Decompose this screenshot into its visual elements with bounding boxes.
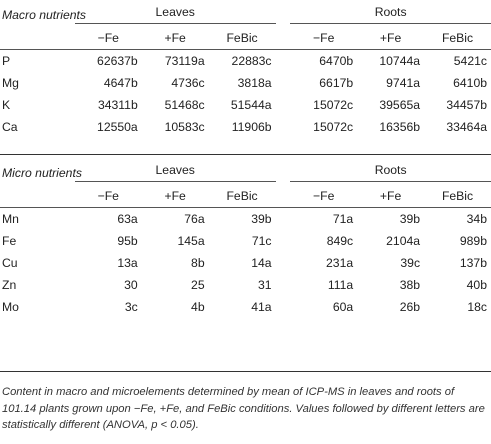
table-cell: 989b xyxy=(459,234,487,248)
macro-col-header: −Fe xyxy=(74,27,142,50)
table-cell: 4647b xyxy=(103,76,138,90)
micro-roots-header: Roots xyxy=(290,160,491,185)
table-cell: 16356b xyxy=(379,120,421,134)
table-cell: 11906b xyxy=(231,120,272,134)
micro-col-header: −Fe xyxy=(74,185,142,208)
table-cell: 10583c xyxy=(164,120,205,134)
row-label: Ca xyxy=(2,120,18,134)
table-row: Mo 3c 4b 41a 60a 26b 18c xyxy=(0,296,491,318)
table-cell: 12550a xyxy=(97,120,138,134)
table-cell: 9741a xyxy=(386,76,421,90)
table-cell: 18c xyxy=(467,300,487,314)
table-cell: 39565a xyxy=(379,98,421,112)
table-cell: 73119a xyxy=(164,54,205,68)
macro-col-header: −Fe xyxy=(290,27,358,50)
macro-roots-header: Roots xyxy=(290,2,491,27)
row-label: P xyxy=(2,54,11,68)
table-row: P 62637b 73119a 22883c 6470b 10744a 5421c xyxy=(0,50,491,73)
row-label: Mg xyxy=(2,76,19,90)
micro-col-header: +Fe xyxy=(357,185,425,208)
table-cell: 5421c xyxy=(453,54,487,68)
table-cell: 15072c xyxy=(313,98,354,112)
table-cell: 51468c xyxy=(164,98,205,112)
section-divider xyxy=(0,154,491,155)
macro-nutrients-table: Macro nutrients Leaves Roots −Fe +Fe FeB… xyxy=(0,2,491,138)
table-cell: 849c xyxy=(326,234,354,248)
table-cell: 231a xyxy=(326,256,354,270)
table-cell: 34457b xyxy=(446,98,487,112)
table-cell: 39b xyxy=(399,212,421,226)
table-cell: 3818a xyxy=(237,76,272,90)
table-cell: 30 xyxy=(124,278,138,292)
table-cell: 71c xyxy=(251,234,272,248)
table-cell: 14a xyxy=(251,256,272,270)
micro-col-header: FeBic xyxy=(208,185,276,208)
table-row: Mg 4647b 4736c 3818a 6617b 9741a 6410b xyxy=(0,72,491,94)
table-row: Cu 13a 8b 14a 231a 39c 137b xyxy=(0,252,491,274)
table-cell: 39b xyxy=(251,212,272,226)
micro-leaves-header: Leaves xyxy=(74,160,276,185)
table-cell: 6410b xyxy=(453,76,487,90)
micro-nutrients-table: Micro nutrients Leaves Roots −Fe +Fe FeB… xyxy=(0,160,491,318)
table-cell: 39c xyxy=(400,256,421,270)
table-cell: 95b xyxy=(117,234,138,248)
row-label: Mo xyxy=(2,300,19,314)
table-bottom-rule xyxy=(0,371,491,372)
table-cell: 33464a xyxy=(446,120,487,134)
table-cell: 41a xyxy=(251,300,272,314)
table-cell: 40b xyxy=(466,278,487,292)
table-row: K 34311b 51468c 51544a 15072c 39565a 34457b xyxy=(0,94,491,116)
table-cell: 62637b xyxy=(97,54,138,68)
row-label: K xyxy=(2,98,11,112)
table-cell: 4b xyxy=(191,300,205,314)
macro-leaves-header: Leaves xyxy=(74,2,276,27)
table-cell: 34b xyxy=(466,212,487,226)
macro-section-title: Macro nutrients xyxy=(2,7,86,22)
table-cell: 22883c xyxy=(231,54,272,68)
table-row: Zn 30 25 31 111a 38b 40b xyxy=(0,274,491,296)
table-cell: 76a xyxy=(184,212,205,226)
table-cell: 2104a xyxy=(386,234,421,248)
table-row: Mn 63a 76a 39b 71a 39b 34b xyxy=(0,208,491,231)
table-cell: 34311b xyxy=(97,98,138,112)
table-cell: 51544a xyxy=(230,98,272,112)
table-cell: 8b xyxy=(191,256,205,270)
macro-col-header: FeBic xyxy=(424,27,491,50)
table-cell: 25 xyxy=(191,278,205,292)
table-cell: 137b xyxy=(459,256,487,270)
table-cell: 145a xyxy=(177,234,205,248)
table-caption: Content in macro and microelements deter… xyxy=(2,386,485,431)
table-cell: 38b xyxy=(399,278,421,292)
table-cell: 31 xyxy=(257,278,272,292)
macro-col-header: +Fe xyxy=(141,27,209,50)
table-cell: 10744a xyxy=(379,54,421,68)
table-cell: 111a xyxy=(327,278,354,292)
table-cell: 13a xyxy=(117,256,138,270)
row-label: Zn xyxy=(2,278,17,292)
table-cell: 6617b xyxy=(319,76,354,90)
table-cell: 26b xyxy=(399,300,421,314)
table-cell: 60a xyxy=(332,300,354,314)
micro-section-title: Micro nutrients xyxy=(2,165,82,180)
row-label: Mn xyxy=(2,212,19,226)
row-label: Cu xyxy=(2,256,18,270)
table-cell: 63a xyxy=(117,212,138,226)
macro-col-header: +Fe xyxy=(357,27,425,50)
table-row: Fe 95b 145a 71c 849c 2104a 989b xyxy=(0,230,491,252)
table-cell: 71a xyxy=(332,212,354,226)
table-cell: 4736c xyxy=(171,76,205,90)
micro-col-header: +Fe xyxy=(141,185,209,208)
table-row: Ca 12550a 10583c 11906b 15072c 16356b 33464a xyxy=(0,116,491,138)
micro-col-header: −Fe xyxy=(290,185,358,208)
table-cell: 6470b xyxy=(319,54,354,68)
table-cell: 15072c xyxy=(313,120,354,134)
micro-col-header: FeBic xyxy=(424,185,491,208)
row-label: Fe xyxy=(2,234,17,248)
table-cell: 3c xyxy=(124,300,138,314)
macro-col-header: FeBic xyxy=(208,27,276,50)
